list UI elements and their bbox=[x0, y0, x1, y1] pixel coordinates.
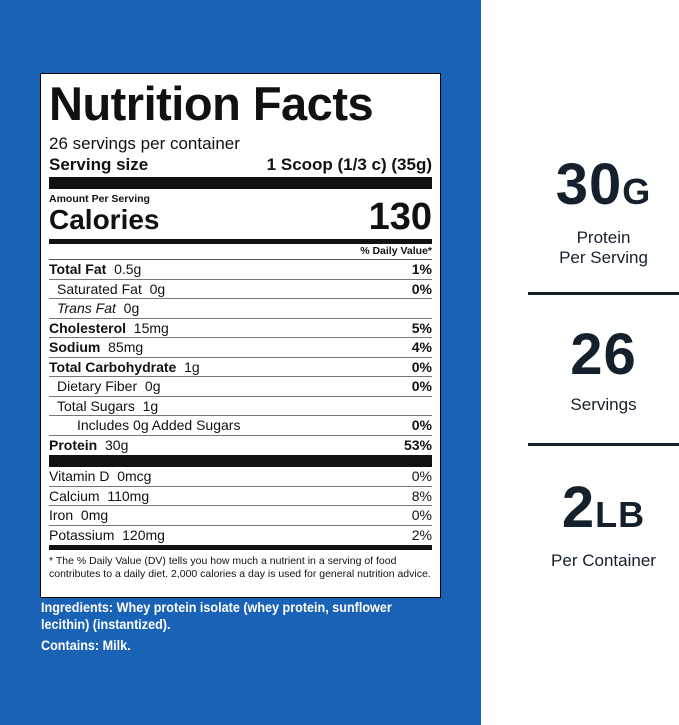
ingredients: Ingredients: Whey protein isolate (whey … bbox=[41, 599, 392, 632]
nutrient-amount: 30g bbox=[105, 436, 129, 453]
nutrient-name: Trans Fat bbox=[57, 300, 116, 316]
vitamin-row: Calcium 110mg 8% bbox=[49, 487, 432, 506]
vitamin-row: Vitamin D 0mcg 0% bbox=[49, 467, 432, 487]
nutrient-name: Dietary Fiber bbox=[57, 378, 138, 394]
nutrient-dv: 0% bbox=[411, 358, 432, 375]
stat-label: Per Serving bbox=[559, 248, 648, 267]
serving-size-label: Serving size bbox=[49, 155, 149, 174]
divider-thick bbox=[49, 455, 432, 467]
vitamin-dv: 8% bbox=[411, 487, 432, 504]
nutrient-name: Protein bbox=[49, 436, 98, 453]
stat-divider bbox=[528, 292, 679, 295]
nutrient-row: Total Carbohydrate 1g 0% bbox=[49, 358, 432, 377]
serving-size: Serving size 1 Scoop (1/3 c) (35g) bbox=[49, 154, 432, 175]
nutrient-dv: 53% bbox=[403, 436, 432, 453]
nutrient-row: Protein 30g 53% bbox=[49, 436, 432, 456]
nutrient-name: Sodium bbox=[49, 339, 101, 355]
nutrient-row: Total Fat 0.5g 1% bbox=[49, 260, 432, 280]
nutrient-amount: 0.5g bbox=[114, 261, 142, 277]
dv-header: % Daily Value* bbox=[49, 244, 432, 260]
stat-unit: G bbox=[622, 171, 652, 212]
vitamin-row: Iron 0mg 0% bbox=[49, 506, 432, 526]
vitamin-name: Iron bbox=[49, 507, 74, 523]
nutrient-row: Dietary Fiber 0g 0% bbox=[49, 377, 432, 397]
calories-row: Calories 130 bbox=[49, 198, 432, 236]
stat-unit: LB bbox=[595, 494, 646, 535]
nutrient-amount: 1g bbox=[184, 358, 200, 375]
stat-protein: 30G Protein Per Serving bbox=[528, 155, 679, 268]
nutrient-amount: 0g bbox=[144, 378, 161, 394]
nutrient-name: Total Sugars bbox=[57, 397, 135, 414]
vitamin-list: Vitamin D 0mcg 0% Calcium 110mg 8% Iron 0mg 0… bbox=[49, 467, 432, 545]
nutrient-amount: 0g bbox=[149, 280, 166, 297]
allergen-contains: Contains: Milk. bbox=[41, 637, 131, 653]
divider-medium bbox=[49, 239, 432, 244]
footnote: * The % Daily Value (DV) tells you how m… bbox=[49, 555, 431, 580]
vitamin-row: Potassium 120mg 2% bbox=[49, 526, 432, 546]
nutrient-list: Total Fat 0.5g 1% Saturated Fat 0g 0% Trans … bbox=[49, 260, 432, 455]
serving-size-value: 1 Scoop (1/3 c) (35g) bbox=[266, 155, 432, 174]
nutrient-name: Cholesterol bbox=[49, 319, 127, 336]
amount-per-serving: Amount Per Serving bbox=[49, 193, 150, 205]
vitamin-name: Calcium bbox=[49, 487, 100, 504]
nutrient-amount: 0g bbox=[123, 300, 140, 316]
nutrient-row: Sodium 85mg 4% bbox=[49, 338, 432, 358]
nutrient-amount: 1g bbox=[142, 397, 159, 414]
vitamin-amount: 110mg bbox=[107, 487, 150, 504]
nutrient-dv: 1% bbox=[411, 261, 432, 277]
nutrient-row: Total Sugars 1g bbox=[49, 397, 432, 416]
stat-value: 26 bbox=[570, 322, 637, 387]
stat-value: 2 bbox=[561, 475, 596, 540]
stat-value: 30 bbox=[555, 152, 623, 217]
nutrient-dv: 0% bbox=[411, 417, 432, 433]
nutrient-name: Includes 0g Added Sugars bbox=[77, 417, 241, 433]
vitamin-dv: 0% bbox=[411, 507, 432, 523]
vitamin-name: Potassium bbox=[49, 526, 115, 543]
nutrient-amount: 85mg bbox=[108, 339, 144, 355]
stat-servings: 26 Servings bbox=[528, 325, 679, 415]
nutrition-facts-label: Nutrition Facts 26 servings per containe… bbox=[40, 73, 441, 598]
stat-label: Servings bbox=[570, 395, 637, 414]
nutrient-row: Trans Fat 0g bbox=[49, 299, 432, 319]
nutrient-name: Total Carbohydrate bbox=[49, 358, 177, 375]
stat-label: Per Container bbox=[551, 551, 656, 570]
vitamin-dv: 0% bbox=[411, 468, 432, 484]
vitamin-amount: 0mcg bbox=[117, 468, 152, 484]
divider-thick bbox=[49, 177, 432, 189]
calories-label: Calories bbox=[49, 204, 160, 235]
nutrient-dv: 4% bbox=[411, 339, 432, 355]
nutrient-dv: 0% bbox=[411, 280, 432, 297]
nutrient-row: Cholesterol 15mg 5% bbox=[49, 319, 432, 338]
nutrient-name: Total Fat bbox=[49, 261, 107, 277]
label-title: Nutrition Facts bbox=[49, 77, 374, 130]
divider-medium bbox=[49, 545, 432, 550]
nutrient-dv: 0% bbox=[411, 378, 432, 394]
vitamin-dv: 2% bbox=[411, 526, 432, 543]
nutrient-row: Includes 0g Added Sugars 0% bbox=[49, 416, 432, 436]
nutrient-dv: 5% bbox=[411, 319, 432, 336]
stat-container-weight: 2LB Per Container bbox=[528, 478, 679, 571]
vitamin-amount: 120mg bbox=[122, 526, 165, 543]
nutrient-amount: 15mg bbox=[133, 319, 169, 336]
calories-value: 130 bbox=[368, 196, 432, 238]
servings-per-container: 26 servings per container bbox=[49, 134, 240, 153]
vitamin-amount: 0mg bbox=[80, 507, 109, 523]
nutrient-row: Saturated Fat 0g 0% bbox=[49, 280, 432, 299]
nutrient-name: Saturated Fat bbox=[57, 280, 142, 297]
stat-label: Protein bbox=[576, 228, 631, 247]
stat-divider bbox=[528, 443, 679, 446]
vitamin-name: Vitamin D bbox=[49, 468, 110, 484]
